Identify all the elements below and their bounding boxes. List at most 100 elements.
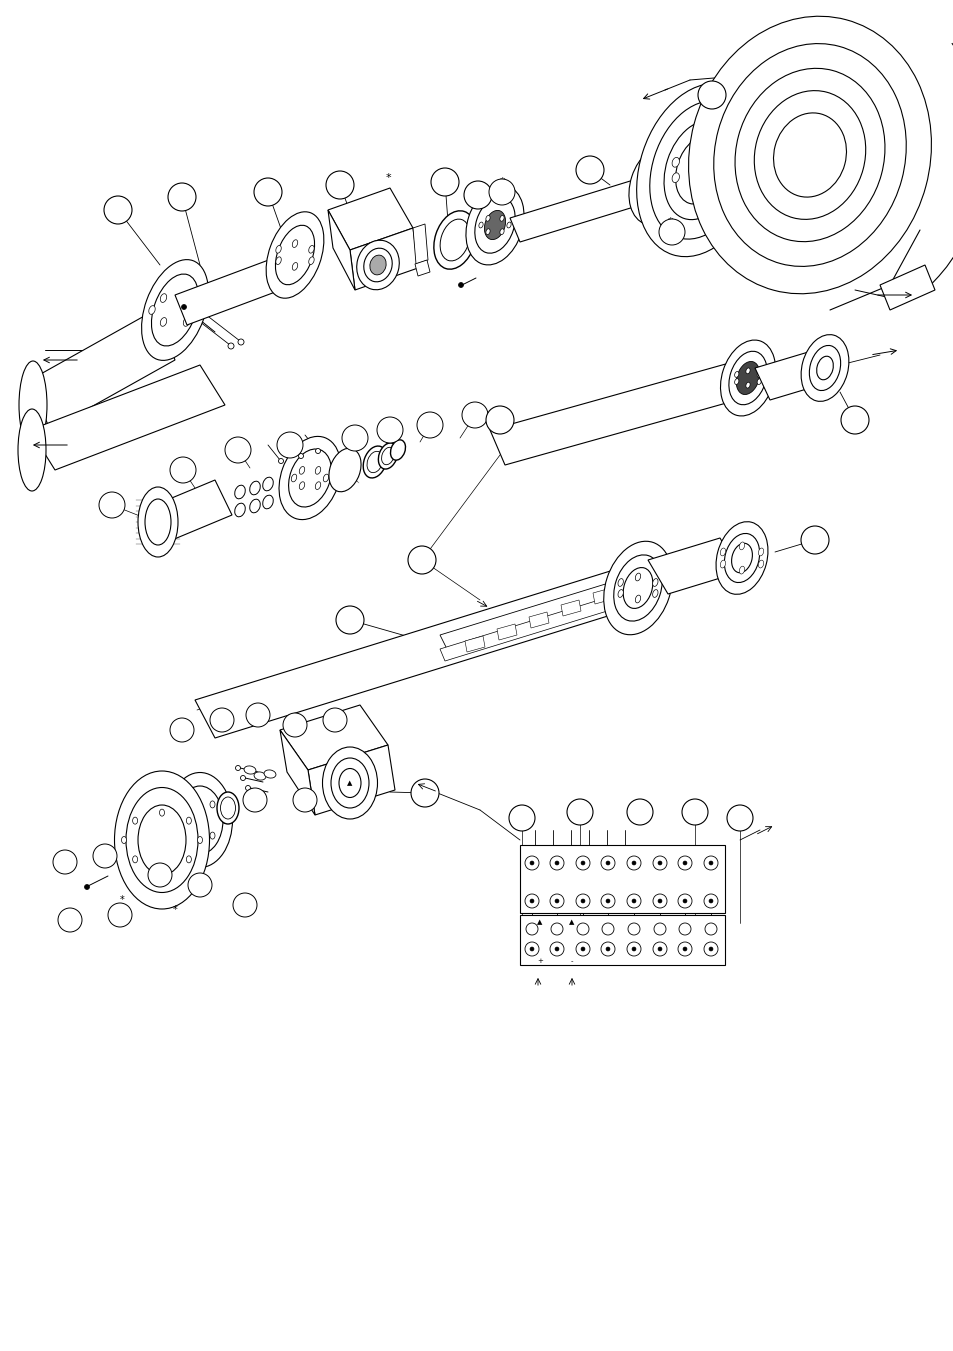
Ellipse shape bbox=[172, 816, 177, 824]
Circle shape bbox=[555, 947, 558, 951]
Circle shape bbox=[703, 942, 718, 957]
Ellipse shape bbox=[671, 173, 679, 182]
Circle shape bbox=[104, 196, 132, 224]
Circle shape bbox=[652, 857, 666, 870]
Ellipse shape bbox=[177, 786, 223, 854]
Ellipse shape bbox=[720, 173, 727, 182]
Polygon shape bbox=[415, 259, 430, 276]
Circle shape bbox=[682, 898, 686, 902]
Polygon shape bbox=[30, 309, 174, 430]
Circle shape bbox=[576, 894, 589, 908]
Circle shape bbox=[576, 942, 589, 957]
Ellipse shape bbox=[314, 466, 320, 474]
Circle shape bbox=[530, 898, 534, 902]
Text: *: * bbox=[666, 218, 672, 227]
Text: *: * bbox=[172, 905, 177, 915]
Ellipse shape bbox=[739, 566, 744, 574]
Ellipse shape bbox=[716, 521, 767, 594]
Circle shape bbox=[170, 457, 195, 484]
Circle shape bbox=[652, 942, 666, 957]
Ellipse shape bbox=[381, 447, 394, 465]
Ellipse shape bbox=[160, 317, 167, 327]
Circle shape bbox=[341, 426, 368, 451]
Circle shape bbox=[92, 844, 117, 867]
Ellipse shape bbox=[289, 449, 331, 507]
Ellipse shape bbox=[315, 449, 320, 454]
Circle shape bbox=[524, 942, 538, 957]
Ellipse shape bbox=[754, 91, 864, 219]
Circle shape bbox=[550, 894, 563, 908]
Ellipse shape bbox=[622, 567, 652, 608]
Text: ▲: ▲ bbox=[347, 780, 353, 786]
Circle shape bbox=[530, 947, 534, 951]
Ellipse shape bbox=[186, 817, 192, 824]
Ellipse shape bbox=[18, 409, 46, 490]
Ellipse shape bbox=[499, 228, 503, 235]
Circle shape bbox=[605, 898, 609, 902]
Ellipse shape bbox=[668, 186, 673, 192]
Circle shape bbox=[626, 798, 652, 825]
Polygon shape bbox=[30, 365, 225, 470]
Polygon shape bbox=[194, 567, 639, 738]
Ellipse shape bbox=[720, 158, 727, 168]
Ellipse shape bbox=[183, 317, 190, 327]
Ellipse shape bbox=[736, 362, 759, 394]
Ellipse shape bbox=[126, 788, 198, 893]
Ellipse shape bbox=[635, 596, 640, 603]
Circle shape bbox=[485, 407, 514, 434]
Circle shape bbox=[626, 942, 640, 957]
Polygon shape bbox=[560, 600, 580, 616]
Ellipse shape bbox=[370, 255, 386, 274]
Ellipse shape bbox=[185, 801, 190, 808]
Ellipse shape bbox=[816, 357, 833, 380]
Polygon shape bbox=[350, 228, 417, 290]
Ellipse shape bbox=[299, 482, 304, 489]
Ellipse shape bbox=[331, 758, 369, 808]
Ellipse shape bbox=[250, 481, 260, 494]
Ellipse shape bbox=[132, 817, 137, 824]
Polygon shape bbox=[529, 612, 548, 628]
Ellipse shape bbox=[638, 157, 678, 213]
Circle shape bbox=[708, 898, 712, 902]
Circle shape bbox=[566, 798, 593, 825]
Circle shape bbox=[530, 861, 534, 865]
Ellipse shape bbox=[628, 145, 686, 224]
Polygon shape bbox=[413, 224, 428, 263]
Ellipse shape bbox=[475, 197, 515, 253]
Circle shape bbox=[525, 923, 537, 935]
Circle shape bbox=[626, 857, 640, 870]
Polygon shape bbox=[154, 480, 232, 540]
Circle shape bbox=[577, 923, 588, 935]
Circle shape bbox=[233, 893, 256, 917]
Ellipse shape bbox=[216, 792, 239, 824]
Ellipse shape bbox=[478, 222, 482, 228]
Circle shape bbox=[489, 178, 515, 205]
Ellipse shape bbox=[758, 549, 763, 555]
Circle shape bbox=[654, 923, 665, 935]
Circle shape bbox=[600, 857, 615, 870]
Ellipse shape bbox=[237, 339, 244, 345]
Polygon shape bbox=[174, 253, 302, 326]
Ellipse shape bbox=[363, 446, 386, 478]
Circle shape bbox=[411, 780, 438, 807]
Ellipse shape bbox=[309, 246, 314, 253]
Ellipse shape bbox=[186, 855, 192, 863]
Polygon shape bbox=[647, 538, 740, 594]
Ellipse shape bbox=[367, 451, 382, 473]
Ellipse shape bbox=[329, 449, 360, 492]
Ellipse shape bbox=[245, 785, 251, 790]
Ellipse shape bbox=[309, 257, 314, 265]
Circle shape bbox=[108, 902, 132, 927]
Circle shape bbox=[605, 947, 609, 951]
Ellipse shape bbox=[506, 222, 511, 228]
Ellipse shape bbox=[745, 367, 749, 374]
Ellipse shape bbox=[618, 578, 622, 586]
Circle shape bbox=[580, 861, 584, 865]
Circle shape bbox=[550, 942, 563, 957]
Ellipse shape bbox=[291, 474, 296, 482]
Ellipse shape bbox=[635, 573, 640, 581]
Ellipse shape bbox=[264, 770, 275, 778]
Ellipse shape bbox=[696, 150, 703, 159]
Circle shape bbox=[461, 403, 488, 428]
Ellipse shape bbox=[675, 136, 723, 204]
